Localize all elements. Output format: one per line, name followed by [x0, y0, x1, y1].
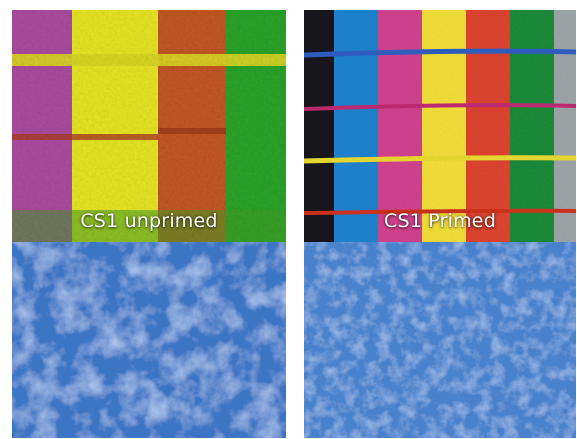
blue-horizontal-line	[304, 48, 576, 58]
unprimed-substrate	[12, 242, 286, 438]
red-stripe	[466, 10, 510, 242]
unprimed-caption: CS1 unprimed	[80, 210, 218, 232]
primed-color-swatch: CS1 Primed	[304, 10, 576, 242]
primed-print-image	[304, 10, 576, 242]
black-stripe	[304, 10, 334, 242]
red-horizontal-line	[304, 208, 576, 215]
blue-stripe	[334, 10, 378, 242]
magenta-horizontal-line	[304, 103, 576, 111]
primed-substrate	[304, 242, 576, 438]
unprimed-sample-panel: CS1 unprimed	[12, 10, 286, 438]
unprimed-substrate-texture	[12, 242, 286, 438]
primed-substrate-texture	[304, 242, 576, 438]
primed-sample-panel: CS1 Primed	[304, 10, 576, 438]
yellow-horizontal-line	[304, 155, 576, 164]
unprimed-print-image	[12, 10, 286, 242]
primed-caption: CS1 Primed	[384, 210, 496, 232]
magenta-stripe	[378, 10, 422, 242]
yellow-stripe	[422, 10, 466, 242]
gray-stripe	[554, 10, 576, 242]
unprimed-color-swatch: CS1 unprimed	[12, 10, 286, 242]
green-stripe	[510, 10, 554, 242]
